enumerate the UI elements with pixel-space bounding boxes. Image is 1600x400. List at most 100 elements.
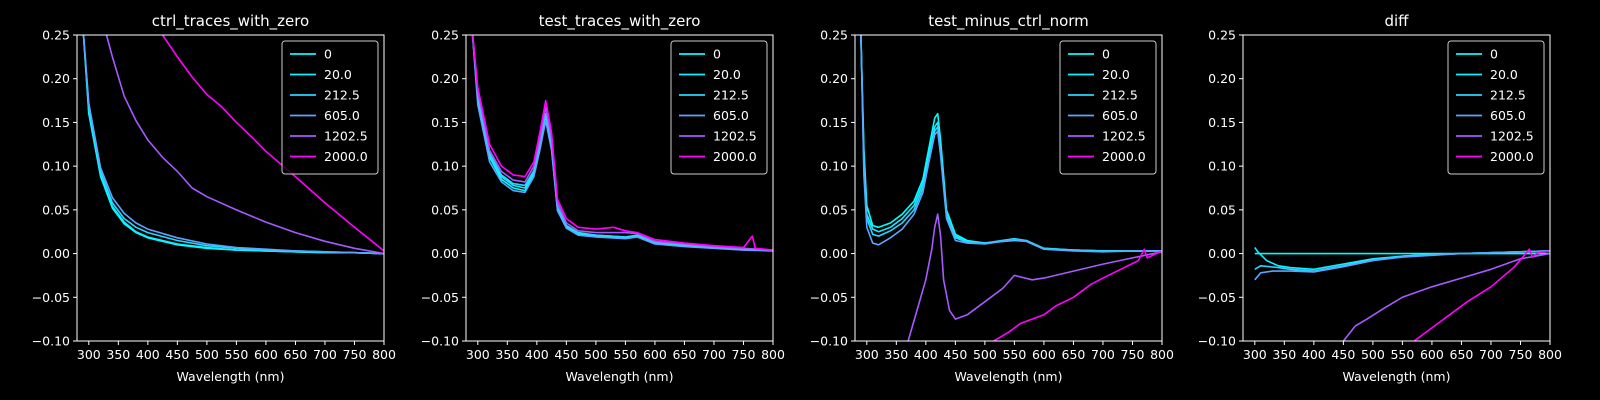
y-tick-label: 0.25 <box>820 28 848 43</box>
series-line-20.0 <box>82 35 384 255</box>
legend-label: 1202.5 <box>1102 129 1146 144</box>
legend-label: 1202.5 <box>713 129 757 144</box>
series-line-1202.5 <box>1342 252 1550 341</box>
legend-label: 605.0 <box>1102 108 1138 123</box>
x-tick-label: 650 <box>673 347 697 362</box>
x-tick-label: 500 <box>1361 347 1385 362</box>
y-tick-label: 0.00 <box>431 246 459 261</box>
series-line-2000.0 <box>161 35 384 252</box>
x-tick-label: 750 <box>1121 347 1145 362</box>
chart-title: test_traces_with_zero <box>539 12 701 31</box>
y-tick-label: 0.20 <box>820 71 848 86</box>
y-tick-label: 0.15 <box>42 115 70 130</box>
x-tick-label: 750 <box>343 347 367 362</box>
x-tick-label: 300 <box>1243 347 1267 362</box>
subplot-0: 300 350 400 450 500 550 600 650 700 750 800 −0.10 −0… <box>32 12 396 384</box>
legend-label: 212.5 <box>1490 88 1526 103</box>
y-tick-label: 0.00 <box>1208 246 1236 261</box>
y-tick-label: 0.15 <box>1208 115 1236 130</box>
x-tick-label: 550 <box>1390 347 1414 362</box>
y-tick-label: 0.20 <box>431 71 459 86</box>
x-tick-label: 550 <box>224 347 248 362</box>
legend-label: 20.0 <box>1102 67 1130 82</box>
x-tick-label: 450 <box>943 347 967 362</box>
x-tick-label: 350 <box>1272 347 1296 362</box>
y-tick-label: 0.10 <box>42 159 70 174</box>
y-tick-label: 0.10 <box>1208 159 1236 174</box>
x-tick-label: 450 <box>1331 347 1355 362</box>
subplot-1: 300 350 400 450 500 550 600 650 700 750 800 −0.10 −0… <box>421 12 785 384</box>
y-tick-label: 0.20 <box>1208 71 1236 86</box>
y-tick-label: 0.25 <box>1208 28 1236 43</box>
legend-label: 0 <box>713 47 721 62</box>
x-tick-label: 700 <box>1091 347 1115 362</box>
legend: 0 20.0 212.5 605.0 1202.5 2000.0 <box>1447 40 1545 175</box>
legend-label: 2000.0 <box>324 149 368 164</box>
legend-label: 0 <box>324 47 332 62</box>
plot-area <box>1254 247 1550 341</box>
x-tick-label: 550 <box>613 347 637 362</box>
y-tick-label: 0.10 <box>820 159 848 174</box>
legend-label: 2000.0 <box>713 149 757 164</box>
y-tick-label: −0.10 <box>32 334 70 349</box>
legend-label: 1202.5 <box>1490 129 1534 144</box>
legend-label: 212.5 <box>324 88 360 103</box>
legend-label: 20.0 <box>713 67 741 82</box>
axes-frame <box>854 34 1163 342</box>
legend: 0 20.0 212.5 605.0 1202.5 2000.0 <box>1059 40 1157 175</box>
series-line-605.0 <box>471 35 773 252</box>
y-tick-label: −0.10 <box>810 334 848 349</box>
plot-area <box>82 35 384 255</box>
x-tick-label: 600 <box>643 347 667 362</box>
x-tick-label: 400 <box>525 347 549 362</box>
x-tick-label: 800 <box>761 347 785 362</box>
x-tick-label: 600 <box>254 347 278 362</box>
x-tick-label: 350 <box>884 347 908 362</box>
y-tick-label: −0.05 <box>32 290 70 305</box>
y-tick-label: −0.10 <box>1198 334 1236 349</box>
series-line-1202.5 <box>907 213 1162 341</box>
plot-area <box>471 35 773 252</box>
x-tick-label: 650 <box>284 347 308 362</box>
legend-label: 605.0 <box>1490 108 1526 123</box>
legend-label: 20.0 <box>324 67 352 82</box>
x-tick-label: 500 <box>973 347 997 362</box>
y-tick-label: 0.00 <box>820 246 848 261</box>
x-tick-label: 350 <box>106 347 130 362</box>
series-line-605.0 <box>1254 250 1550 281</box>
series-line-2000.0 <box>993 248 1162 341</box>
x-tick-label: 700 <box>1479 347 1503 362</box>
x-tick-label: 300 <box>466 347 490 362</box>
x-axis-label: Wavelength (nm) <box>177 369 285 384</box>
legend: 0 20.0 212.5 605.0 1202.5 2000.0 <box>281 40 379 175</box>
x-tick-label: 750 <box>732 347 756 362</box>
x-axis-label: Wavelength (nm) <box>955 369 1063 384</box>
x-axis-label: Wavelength (nm) <box>566 369 674 384</box>
series-line-1202.5 <box>105 35 384 255</box>
y-tick-label: 0.05 <box>431 202 459 217</box>
legend-label: 0 <box>1102 47 1110 62</box>
axes-frame <box>76 34 385 342</box>
legend-label: 605.0 <box>324 108 360 123</box>
series-line-20.0 <box>1254 247 1550 271</box>
y-tick-label: −0.05 <box>1198 290 1236 305</box>
x-tick-label: 700 <box>313 347 337 362</box>
chart-title: diff <box>1384 12 1409 30</box>
subplot-2: 300 350 400 450 500 550 600 650 700 750 800 −0.10 −0… <box>810 12 1174 384</box>
y-tick-label: 0.15 <box>431 115 459 130</box>
legend-label: 2000.0 <box>1490 149 1534 164</box>
series-line-1202.5 <box>471 35 773 251</box>
legend-label: 2000.0 <box>1102 149 1146 164</box>
x-tick-label: 500 <box>195 347 219 362</box>
axes-frame <box>465 34 774 342</box>
legend-label: 1202.5 <box>324 129 368 144</box>
x-tick-label: 600 <box>1032 347 1056 362</box>
x-tick-label: 300 <box>855 347 879 362</box>
y-tick-label: 0.05 <box>42 202 70 217</box>
y-tick-label: 0.15 <box>820 115 848 130</box>
x-tick-label: 400 <box>1302 347 1326 362</box>
x-tick-label: 500 <box>584 347 608 362</box>
legend-label: 212.5 <box>713 88 749 103</box>
legend-label: 212.5 <box>1102 88 1138 103</box>
y-tick-label: −0.10 <box>421 334 459 349</box>
